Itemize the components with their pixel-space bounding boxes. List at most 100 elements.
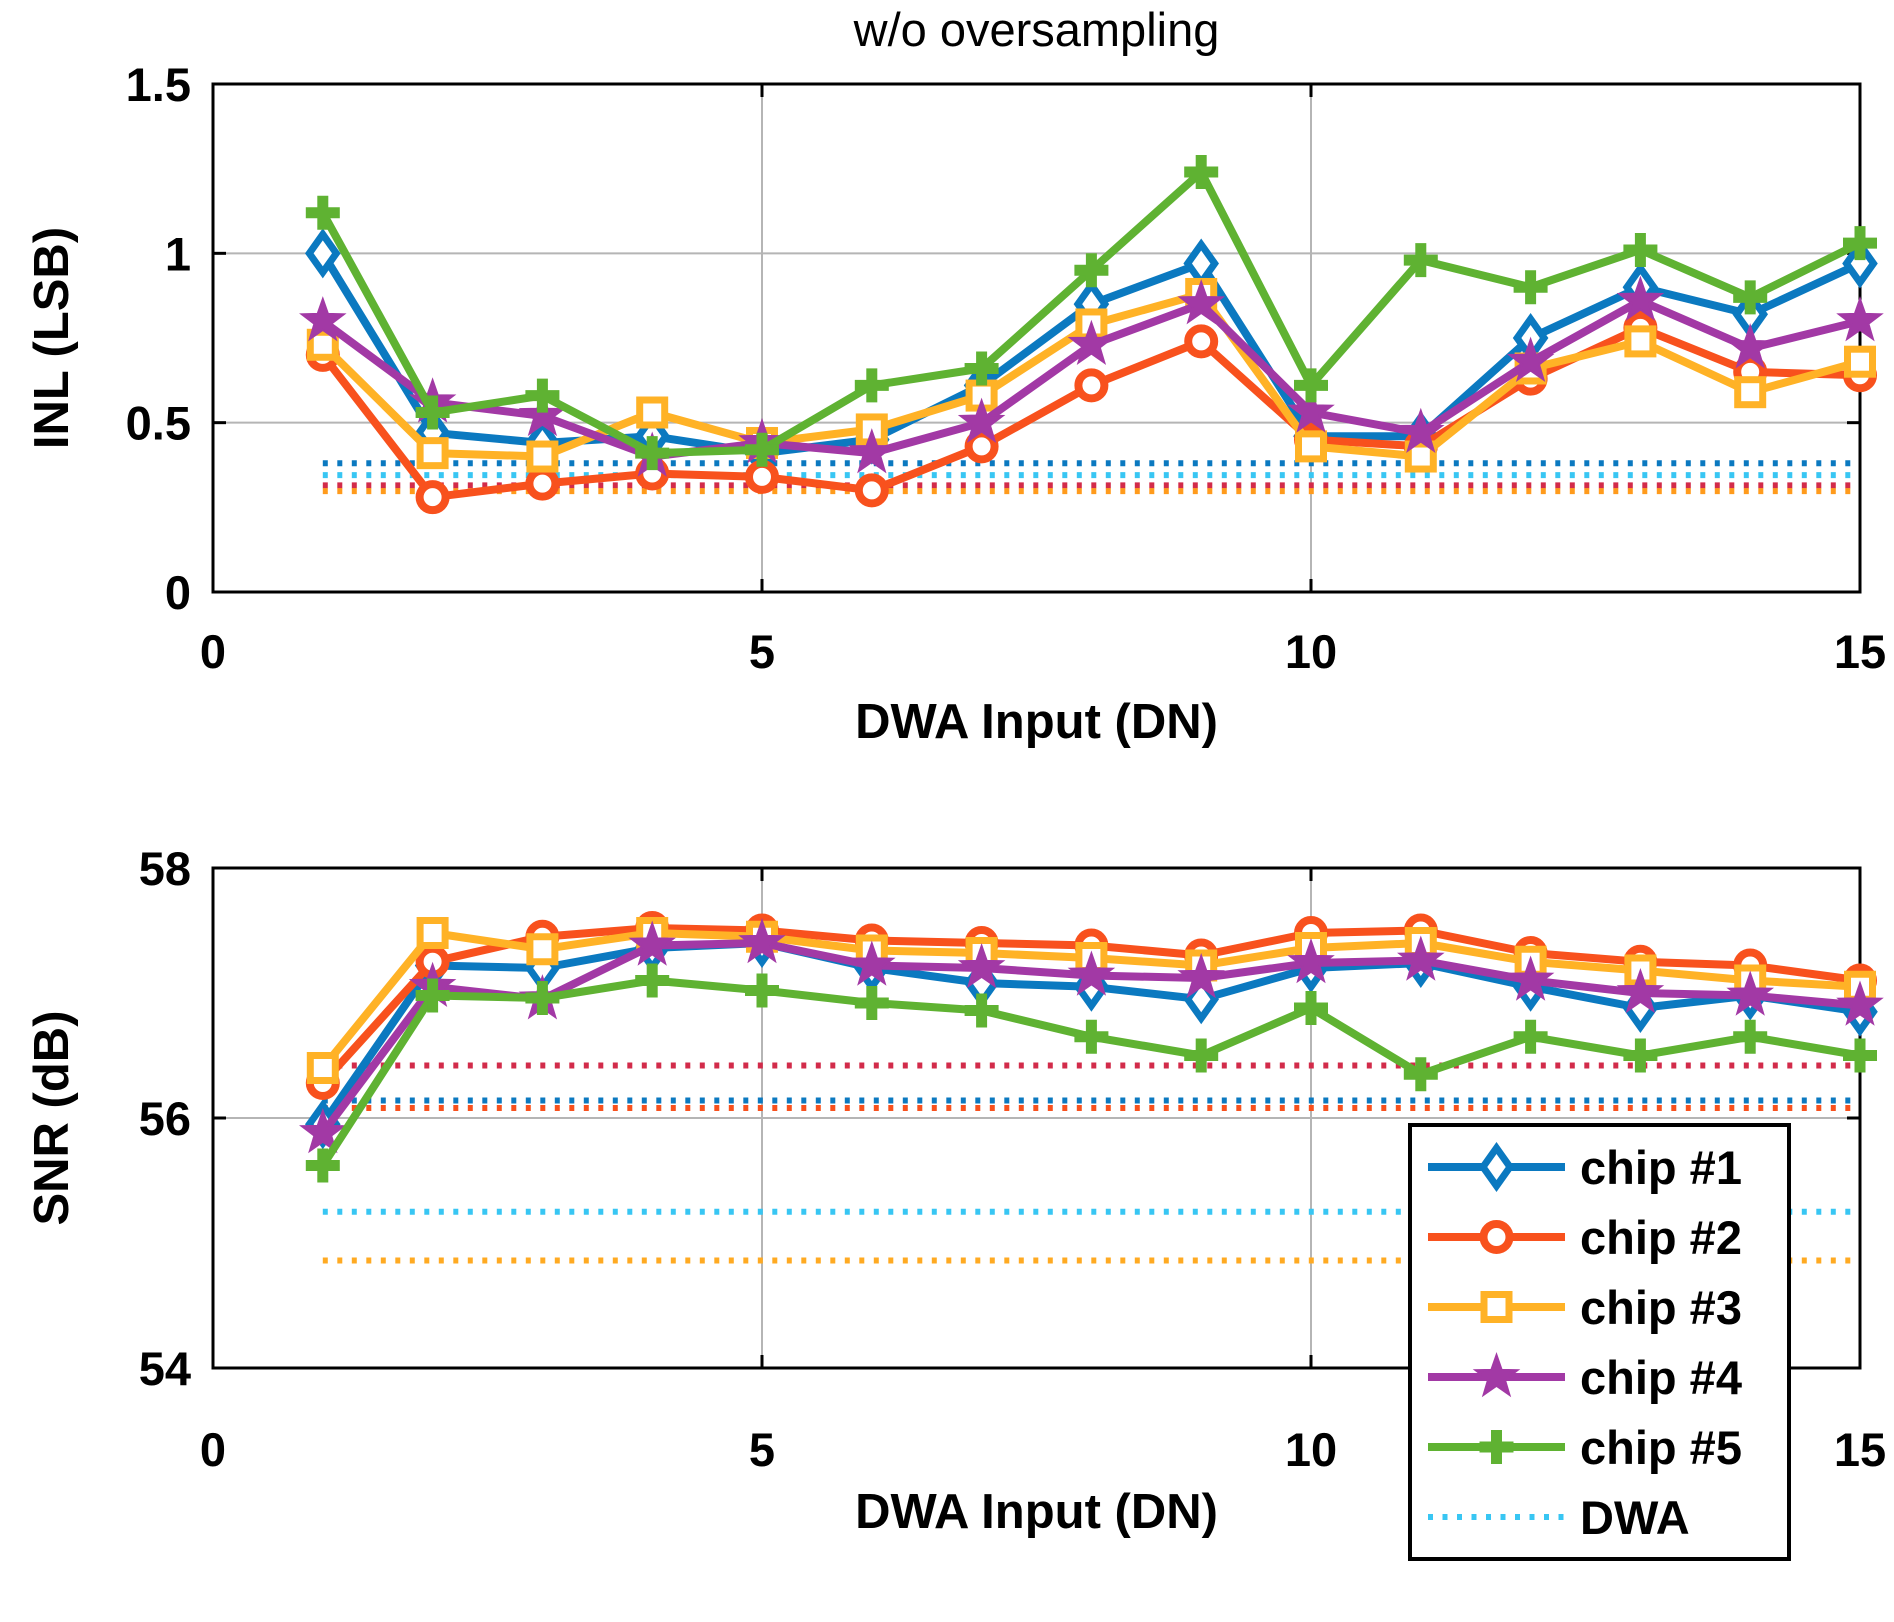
y-tick-label: 54 <box>139 1342 191 1395</box>
legend-label: chip #3 <box>1580 1281 1742 1334</box>
star-marker <box>518 390 567 437</box>
plus-marker <box>1733 1019 1768 1054</box>
plus-marker <box>1513 270 1548 305</box>
circle-marker <box>1479 1220 1514 1254</box>
plus-marker <box>1184 1038 1219 1073</box>
square-marker <box>1295 430 1327 463</box>
circle-marker <box>525 466 560 501</box>
star-marker <box>299 1107 347 1154</box>
plus-marker <box>745 973 779 1008</box>
plus-marker <box>1294 991 1328 1025</box>
plus-marker <box>964 993 999 1028</box>
star-marker <box>1287 387 1335 433</box>
square-marker <box>416 437 449 470</box>
square-marker <box>526 440 559 473</box>
legend: chip #1 chip #2 chip #3 chip #4 chip #5 DWA <box>1408 1123 1791 1561</box>
star-marker <box>299 296 347 342</box>
star-marker <box>1067 319 1116 366</box>
square-marker <box>1480 1291 1513 1323</box>
diamond-marker <box>305 228 341 279</box>
legend-entry-dwa: DWA <box>1428 1491 1690 1544</box>
plus-marker <box>1733 280 1768 315</box>
plus-marker <box>1294 368 1328 403</box>
plus-marker <box>854 986 889 1020</box>
circle-marker <box>854 473 889 508</box>
x-tick-label: 15 <box>1834 1423 1886 1476</box>
star-marker <box>1836 296 1884 342</box>
legend-entry-chip-5: chip #5 <box>1428 1421 1742 1474</box>
plus-marker <box>1623 1038 1658 1073</box>
plus-marker <box>635 963 670 998</box>
star-marker <box>1506 336 1555 382</box>
star-marker <box>1177 952 1225 999</box>
inl-series-chip-5 <box>305 155 1877 471</box>
x-tick-label: 10 <box>1285 1423 1337 1476</box>
star-marker <box>1836 980 1884 1026</box>
snr-plot: 0 5 10 15 54 56 58 <box>139 842 1886 1476</box>
star-marker <box>1397 935 1445 981</box>
legend-entry-chip-4: chip #4 <box>1428 1351 1742 1404</box>
plus-marker <box>635 436 670 471</box>
legend-label: chip #1 <box>1580 1141 1742 1194</box>
legend-label: chip #2 <box>1580 1211 1742 1264</box>
x-tick-label: 10 <box>1285 625 1337 678</box>
x-tick-label: 0 <box>200 1423 226 1476</box>
legend-label: DWA <box>1580 1491 1690 1544</box>
plus-marker <box>745 432 779 467</box>
square-marker <box>1624 325 1657 358</box>
star-marker <box>1287 937 1335 984</box>
circle-marker <box>1074 368 1109 403</box>
plus-marker <box>415 978 450 1013</box>
circle-marker <box>964 429 999 464</box>
star-marker <box>738 917 786 964</box>
chart-title: w/o oversampling <box>853 3 1220 56</box>
plus-marker <box>1403 1057 1438 1092</box>
star-marker <box>1067 950 1116 996</box>
square-marker <box>1844 345 1876 378</box>
plus-marker <box>964 351 999 386</box>
star-marker <box>1726 970 1774 1016</box>
square-marker <box>636 396 669 429</box>
plus-marker <box>1623 232 1658 267</box>
plus-marker <box>415 395 450 430</box>
y-tick-label: 1 <box>165 227 191 280</box>
plus-marker <box>1403 243 1438 278</box>
star-marker <box>1177 279 1225 325</box>
legend-label: chip #5 <box>1580 1421 1742 1474</box>
plus-marker <box>525 378 560 413</box>
y-tick-label: 58 <box>139 842 191 895</box>
legend-box <box>1408 1123 1791 1561</box>
axes-border <box>211 82 1862 594</box>
square-marker <box>526 933 559 966</box>
square-marker <box>416 917 449 949</box>
snr-x-axis-label: DWA Input (DN) <box>855 1485 1218 1539</box>
y-tick-label: 56 <box>139 1092 191 1145</box>
star-marker <box>1506 955 1555 1001</box>
plus-marker <box>305 195 340 230</box>
star-marker <box>1472 1351 1521 1398</box>
star-marker <box>848 940 896 986</box>
plus-marker <box>1479 1430 1514 1464</box>
plus-marker <box>1074 1019 1109 1054</box>
plus-marker <box>1843 1038 1877 1073</box>
plus-marker <box>1843 226 1877 261</box>
x-tick-label: 5 <box>749 625 775 678</box>
y-tick-label: 1.5 <box>126 58 191 111</box>
x-tick-label: 5 <box>749 1423 775 1476</box>
star-marker <box>1616 967 1665 1014</box>
snr-series-chip-5 <box>305 963 1877 1183</box>
star-marker <box>628 920 676 966</box>
y-tick-label: 0.5 <box>126 397 191 450</box>
legend-entry-chip-2: chip #2 <box>1428 1211 1742 1264</box>
plus-marker <box>525 981 560 1015</box>
star-marker <box>1397 407 1445 454</box>
star-marker <box>957 942 1006 989</box>
diamond-marker <box>1842 238 1878 289</box>
plus-marker <box>854 368 889 403</box>
inl-plot: 0 5 10 15 0 0.5 1 1.5 <box>126 58 1886 678</box>
square-marker <box>1734 376 1767 409</box>
plus-marker <box>1513 1019 1548 1054</box>
inl-x-axis-label: DWA Input (DN) <box>855 695 1218 749</box>
diamond-marker <box>1478 1141 1515 1193</box>
